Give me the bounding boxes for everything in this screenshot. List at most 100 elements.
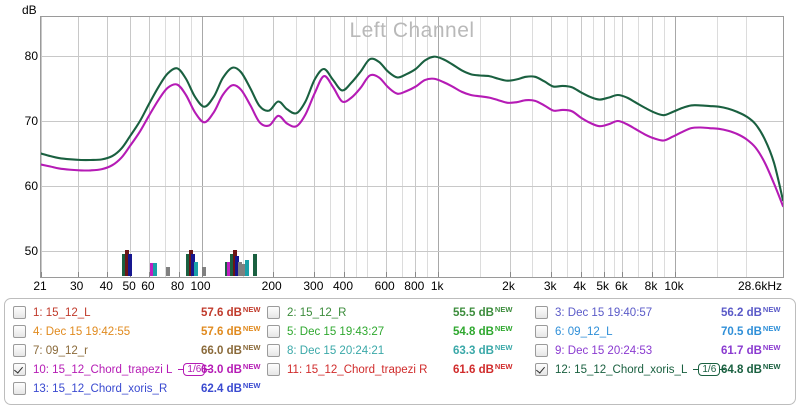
legend-checkbox-6[interactable] xyxy=(535,325,548,338)
y-axis-labels: 50 60 70 80 xyxy=(0,16,38,278)
marker-bar xyxy=(194,262,199,276)
legend-item-6[interactable]: 6: 09_12_L xyxy=(535,322,613,341)
legend-item-label: 6: 09_12_L xyxy=(555,325,613,338)
legend-checkbox-4[interactable] xyxy=(13,325,26,338)
x-axis-tick-label: 2k xyxy=(502,279,515,293)
legend-item-10[interactable]: 10: 15_12_Chord_trapezi L 1/6 xyxy=(13,360,211,379)
legend-item-7[interactable]: 7: 09_12_r xyxy=(13,341,88,360)
x-axis-tick-label: 28.6kHz xyxy=(737,279,782,293)
badge-trail-line xyxy=(720,369,726,370)
gridline-vertical xyxy=(622,17,624,277)
x-axis-tick-label: 6k xyxy=(615,279,628,293)
new-tag: NEW xyxy=(494,362,513,371)
x-axis-tick-label: 200 xyxy=(261,279,282,293)
db-number: 62.4 dB xyxy=(201,382,242,395)
gridline-vertical xyxy=(130,17,132,277)
legend-checkbox-2[interactable] xyxy=(267,306,280,319)
x-axis-tick-label: 4k xyxy=(573,279,587,293)
legend-checkbox-13[interactable] xyxy=(13,382,26,395)
measurement-legend-panel[interactable]: 1: 15_12_L 57.6 dB NEW 2: 15_12_R 55.5 dB NEW… xyxy=(4,298,796,405)
db-number: 63.3 dB xyxy=(453,344,494,357)
x-axis-tick xyxy=(107,272,109,277)
x-axis-tick-label: 300 xyxy=(303,279,324,293)
x-axis-tick xyxy=(551,272,553,277)
marker-bar xyxy=(227,262,232,276)
x-axis-tick-label: 80 xyxy=(170,279,185,293)
new-tag: NEW xyxy=(242,305,261,314)
legend-item-13[interactable]: 13: 15_12_Chord_xoris_R xyxy=(13,379,167,398)
legend-item-2[interactable]: 2: 15_12_R xyxy=(267,303,346,322)
legend-db-value-10: 63.0 dB NEW xyxy=(201,360,260,379)
new-tag: NEW xyxy=(494,343,513,352)
legend-checkbox-3[interactable] xyxy=(535,306,548,319)
x-axis-tick xyxy=(675,272,676,277)
legend-checkbox-11[interactable] xyxy=(267,363,280,376)
gridline-vertical xyxy=(178,17,180,277)
legend-item-1[interactable]: 1: 15_12_L xyxy=(13,303,91,322)
db-number: 61.7 dB xyxy=(721,344,762,357)
x-axis-tick-label: 10k xyxy=(664,279,684,293)
legend-db-value-2: 55.5 dB NEW xyxy=(453,303,512,322)
legend-checkbox-9[interactable] xyxy=(535,344,548,357)
x-axis-tick xyxy=(622,272,624,277)
x-axis-tick-label: 40 xyxy=(99,279,113,293)
marker-bar xyxy=(201,267,206,276)
marker-bar xyxy=(186,254,191,276)
legend-item-label: 4: Dec 15 19:42:55 xyxy=(33,325,131,338)
marker-bar xyxy=(234,256,239,276)
x-axis-tick xyxy=(438,272,440,277)
legend-item-4[interactable]: 4: Dec 15 19:42:55 xyxy=(13,322,130,341)
legend-item-label: 12: 15_12_Chord_xoris_L xyxy=(555,363,688,376)
legend-item-label: 9: Dec 15 20:24:53 xyxy=(555,344,653,357)
marker-bar xyxy=(241,264,246,276)
legend-checkbox-12[interactable] xyxy=(535,363,548,376)
response-curve xyxy=(41,73,783,208)
plot-area[interactable]: Left Channel xyxy=(40,16,784,278)
x-axis-tick xyxy=(652,272,653,277)
gridline-vertical-minor xyxy=(567,17,568,277)
gridline-vertical-minor xyxy=(716,17,718,277)
db-number: 54.8 dB xyxy=(453,325,494,338)
legend-item-11[interactable]: 11: 15_12_Chord_trapezi R xyxy=(267,360,427,379)
legend-item-3[interactable]: 3: Dec 15 19:40:57 xyxy=(535,303,652,322)
db-number: 63.0 dB xyxy=(201,363,242,376)
legend-checkbox-1[interactable] xyxy=(13,306,26,319)
gridline-vertical xyxy=(41,17,42,277)
x-axis-tick-label: 50 xyxy=(122,279,136,293)
x-axis-tick-label: 5k xyxy=(596,279,610,293)
legend-item-label: 13: 15_12_Chord_xoris_R xyxy=(33,382,168,395)
x-axis-tick-label: 600 xyxy=(374,279,395,293)
badge-lead-line xyxy=(178,369,184,370)
x-axis-tick-label: 400 xyxy=(332,279,354,293)
marker-bar xyxy=(232,250,237,276)
legend-item-5[interactable]: 5: Dec 15 19:43:27 xyxy=(267,322,384,341)
smoothing-badge[interactable]: 1/6 xyxy=(693,363,726,376)
smoothing-value[interactable]: 1/6 xyxy=(698,363,721,376)
badge-lead-line xyxy=(693,369,699,370)
smoothing-value[interactable]: 1/6 xyxy=(183,363,206,376)
legend-row: 4: Dec 15 19:42:55 57.6 dB NEW 5: Dec 15 19… xyxy=(5,322,795,341)
legend-checkbox-10[interactable] xyxy=(13,363,26,376)
legend-db-value-3: 56.2 dB NEW xyxy=(721,303,780,322)
gridline-vertical xyxy=(580,17,582,277)
db-number: 55.5 dB xyxy=(453,306,494,319)
legend-checkbox-8[interactable] xyxy=(267,344,280,357)
gridline-vertical-minor xyxy=(190,17,192,277)
badge-trail-line xyxy=(205,369,211,370)
new-tag: NEW xyxy=(242,324,261,333)
new-tag: NEW xyxy=(762,343,781,352)
response-curves xyxy=(41,55,783,208)
legend-item-9[interactable]: 9: Dec 15 20:24:53 xyxy=(535,341,652,360)
gridline-vertical xyxy=(272,17,274,277)
smoothing-badge[interactable]: 1/6 xyxy=(178,363,211,376)
legend-checkbox-5[interactable] xyxy=(267,325,280,338)
response-curve xyxy=(41,55,783,202)
legend-db-value-9: 61.7 dB NEW xyxy=(721,341,780,360)
gridline-vertical-minor xyxy=(243,17,245,277)
legend-item-8[interactable]: 8: Dec 15 20:24:21 xyxy=(267,341,384,360)
marker-bar xyxy=(188,250,193,276)
legend-checkbox-7[interactable] xyxy=(13,344,26,357)
legend-row: 7: 09_12_r 66.0 dB NEW 8: Dec 15 20:24:21 63… xyxy=(5,341,795,360)
legend-item-12[interactable]: 12: 15_12_Chord_xoris_L 1/6 xyxy=(535,360,726,379)
legend-db-value-7: 66.0 dB NEW xyxy=(201,341,260,360)
